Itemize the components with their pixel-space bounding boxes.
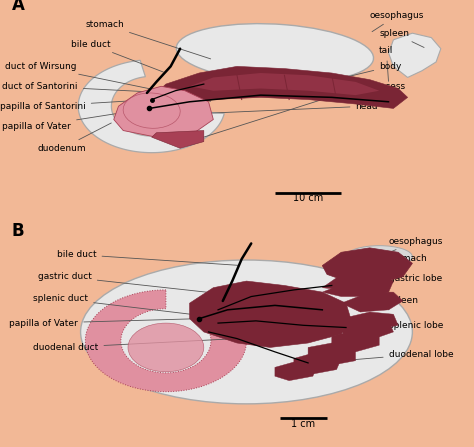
Polygon shape: [152, 131, 204, 148]
Text: 1 cm: 1 cm: [292, 419, 315, 429]
Text: bile duct: bile duct: [71, 40, 164, 72]
Text: oesophagus: oesophagus: [382, 237, 443, 256]
Text: papilla of Vater: papilla of Vater: [2, 109, 146, 131]
Text: B: B: [12, 222, 25, 240]
Text: gastric lobe: gastric lobe: [382, 274, 442, 287]
Ellipse shape: [346, 246, 412, 268]
Text: duct of Santorini: duct of Santorini: [2, 82, 168, 93]
Text: spleen: spleen: [379, 29, 424, 47]
Polygon shape: [147, 67, 408, 111]
Text: pyramidal process: pyramidal process: [192, 82, 405, 141]
Text: duodenal lobe: duodenal lobe: [344, 350, 453, 360]
Text: head: head: [169, 102, 378, 115]
Polygon shape: [389, 33, 441, 77]
Text: bile duct: bile duct: [57, 250, 239, 266]
Text: spleen: spleen: [389, 296, 419, 310]
Text: tail: tail: [379, 46, 393, 81]
Text: A: A: [12, 0, 25, 14]
Ellipse shape: [128, 323, 204, 372]
Text: duodenum: duodenum: [38, 123, 111, 153]
Polygon shape: [322, 248, 412, 283]
Text: splenic lobe: splenic lobe: [377, 321, 443, 332]
Polygon shape: [294, 352, 341, 374]
Polygon shape: [114, 86, 213, 137]
Text: gastric duct: gastric duct: [38, 272, 244, 296]
Polygon shape: [85, 290, 246, 392]
Text: stomach: stomach: [382, 254, 428, 265]
Polygon shape: [275, 361, 318, 380]
Ellipse shape: [176, 24, 374, 83]
Polygon shape: [322, 274, 393, 296]
Text: papilla of Vater: papilla of Vater: [9, 319, 196, 328]
Text: splenic duct: splenic duct: [33, 294, 244, 320]
Text: stomach: stomach: [85, 20, 210, 59]
Text: duct of Wirsung: duct of Wirsung: [5, 62, 210, 101]
Polygon shape: [190, 73, 379, 95]
Polygon shape: [332, 330, 379, 352]
Polygon shape: [78, 60, 224, 153]
Polygon shape: [308, 343, 356, 365]
Polygon shape: [322, 270, 379, 290]
Polygon shape: [341, 292, 403, 312]
Text: oesophagus: oesophagus: [370, 11, 424, 32]
Text: duodenal duct: duodenal duct: [33, 339, 234, 352]
Text: body: body: [311, 62, 401, 86]
Polygon shape: [341, 312, 398, 330]
Polygon shape: [190, 281, 351, 347]
Polygon shape: [337, 319, 393, 338]
Ellipse shape: [81, 260, 412, 404]
Text: 10 cm: 10 cm: [293, 194, 323, 203]
Ellipse shape: [123, 93, 180, 128]
Text: papilla of Santorini: papilla of Santorini: [0, 100, 149, 111]
